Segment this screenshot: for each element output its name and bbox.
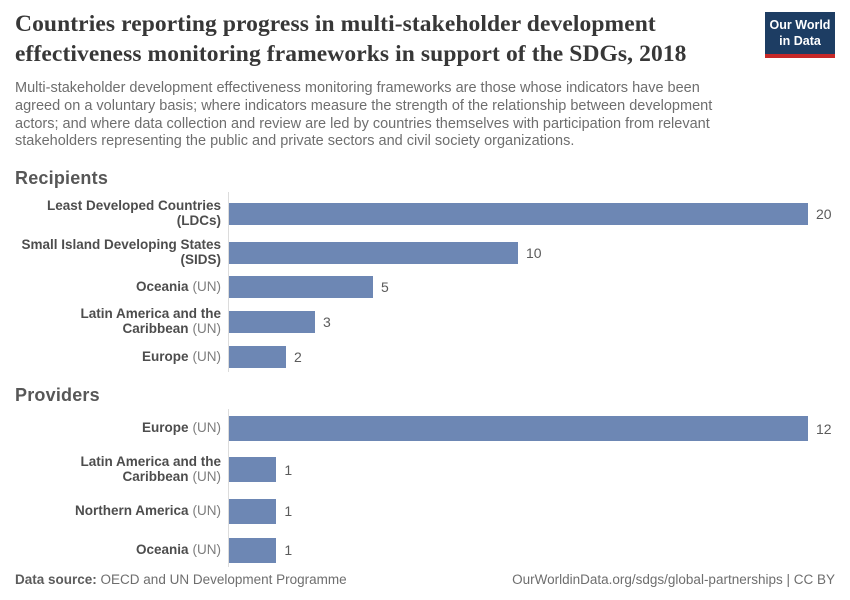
bar-row: Europe (UN) 2 [15, 346, 835, 369]
category-label-qualifier: (UN) [192, 502, 222, 518]
bar-track: 1 [228, 457, 293, 483]
bar-track: 3 [228, 311, 331, 334]
bar-row: Northern America (UN) 1 [15, 498, 835, 524]
category-label-main: Latin America and the Caribbean [80, 454, 221, 484]
value-label: 2 [294, 349, 302, 366]
category-label: Northern America (UN) [15, 502, 228, 519]
data-source-label: Data source: [15, 572, 97, 587]
bar-rows: Least Developed Countries (LDCs) 20 Small … [15, 191, 835, 373]
bar [228, 346, 286, 369]
category-label-main: Oceania [135, 541, 189, 557]
bar [228, 537, 277, 563]
value-label: 1 [284, 542, 293, 559]
category-label: Europe (UN) [15, 420, 228, 436]
bar-track: 2 [228, 346, 302, 369]
category-label-qualifier: (UN) [192, 321, 222, 337]
bar-rows: Europe (UN) 12 Latin America and the Caribb… [15, 409, 835, 567]
category-label-main: Small Island Developing States (SIDS) [21, 236, 221, 267]
bar [228, 276, 373, 299]
category-label: Oceania (UN) [15, 541, 228, 558]
category-label-main: Northern America [74, 502, 189, 518]
value-label: 12 [816, 420, 832, 437]
category-label-main: Oceania [135, 278, 189, 294]
category-label-qualifier: (UN) [192, 420, 222, 436]
bar-row: Oceania (UN) 1 [15, 537, 835, 563]
category-label-qualifier: (UN) [192, 468, 222, 484]
category-label-qualifier: (UN) [192, 348, 222, 364]
category-label: Europe (UN) [15, 348, 228, 365]
data-source: Data source: OECD and UN Development Pro… [15, 572, 347, 587]
bar-track: 5 [228, 276, 389, 299]
owid-logo-line1: Our World [769, 18, 831, 32]
bar [228, 416, 808, 442]
category-label-main: Latin America and the Caribbean [80, 306, 221, 337]
charts-container: Recipients Least Developed Countries (LDC… [15, 167, 835, 567]
category-label: Small Island Developing States (SIDS) [15, 236, 228, 268]
owid-logo-line2: in Data [779, 33, 821, 48]
bar-row: Oceania (UN) 5 [15, 276, 835, 299]
bar-track: 10 [228, 241, 542, 264]
value-label: 20 [816, 205, 832, 222]
bar-track: 1 [228, 498, 293, 524]
chart-section-providers: Providers Europe (UN) 12 Latin America and t… [15, 385, 835, 567]
owid-logo: Our World in Data [765, 12, 835, 59]
bar-row: Europe (UN) 12 [15, 416, 835, 442]
chart-subtitle: Multi-stakeholder development effectiven… [15, 80, 713, 150]
bar-track: 20 [228, 202, 832, 225]
bar [228, 202, 808, 225]
section-title-recipients: Recipients [15, 167, 109, 188]
bar-row: Least Developed Countries (LDCs) 20 [15, 197, 835, 229]
chart-section-recipients: Recipients Least Developed Countries (LDC… [15, 167, 835, 373]
bar [228, 498, 277, 524]
bar-track: 12 [228, 416, 832, 442]
category-label: Least Developed Countries (LDCs) [15, 197, 228, 229]
bar-row: Latin America and the Caribbean (UN) 3 [15, 306, 835, 337]
category-label-main: Europe [141, 420, 189, 436]
value-label: 1 [284, 503, 293, 520]
credit-line: OurWorldinData.org/sdgs/global-partnersh… [512, 572, 835, 587]
page-title: Countries reporting progress in multi-st… [15, 11, 687, 67]
category-label-qualifier: (UN) [192, 541, 222, 557]
category-label: Oceania (UN) [15, 278, 228, 295]
bar-row: Small Island Developing States (SIDS) 10 [15, 236, 835, 268]
value-label: 5 [381, 279, 389, 296]
bar [228, 311, 315, 334]
value-label: 3 [323, 314, 331, 331]
category-label: Latin America and the Caribbean (UN) [15, 306, 228, 337]
category-label-main: Least Developed Countries (LDCs) [46, 197, 221, 228]
bar [228, 241, 518, 264]
bar-track: 1 [228, 537, 293, 563]
chart-footer: Data source: OECD and UN Development Pro… [15, 572, 835, 587]
value-label: 1 [284, 461, 293, 478]
value-label: 10 [526, 244, 542, 261]
category-label-qualifier: (UN) [192, 278, 222, 294]
category-label-main: Europe [141, 348, 189, 364]
chart-header: Countries reporting progress in multi-st… [15, 10, 835, 151]
section-title-providers: Providers [15, 385, 100, 406]
data-source-value: OECD and UN Development Programme [100, 572, 347, 587]
category-label: Latin America and the Caribbean (UN) [15, 454, 228, 485]
bar [228, 457, 277, 483]
bar-row: Latin America and the Caribbean (UN) 1 [15, 454, 835, 485]
